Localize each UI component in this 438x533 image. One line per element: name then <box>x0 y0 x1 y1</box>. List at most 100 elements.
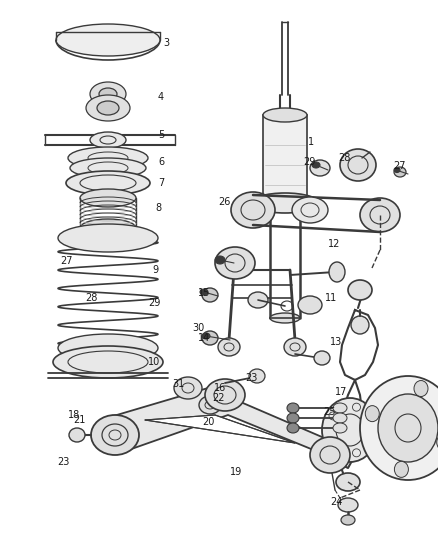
Text: 7: 7 <box>158 178 164 188</box>
Ellipse shape <box>91 415 139 455</box>
Text: 24: 24 <box>330 497 343 507</box>
Ellipse shape <box>251 193 319 213</box>
Text: 6: 6 <box>158 157 164 167</box>
Ellipse shape <box>202 333 210 339</box>
Ellipse shape <box>80 189 136 207</box>
Ellipse shape <box>365 406 379 422</box>
Ellipse shape <box>99 88 117 100</box>
Text: 26: 26 <box>218 197 230 207</box>
Text: 1: 1 <box>308 137 314 147</box>
Ellipse shape <box>90 82 126 106</box>
Ellipse shape <box>249 369 265 383</box>
Ellipse shape <box>70 158 146 178</box>
Ellipse shape <box>215 256 225 264</box>
Text: 27: 27 <box>60 256 73 266</box>
Text: 21: 21 <box>73 415 85 425</box>
Ellipse shape <box>348 280 372 300</box>
Ellipse shape <box>66 171 150 195</box>
Ellipse shape <box>394 462 408 478</box>
Ellipse shape <box>394 167 400 173</box>
Polygon shape <box>110 388 338 460</box>
Ellipse shape <box>312 162 320 168</box>
Ellipse shape <box>336 473 360 491</box>
Ellipse shape <box>287 423 299 433</box>
Ellipse shape <box>80 219 136 237</box>
Ellipse shape <box>329 262 345 282</box>
Ellipse shape <box>199 396 221 414</box>
Ellipse shape <box>86 95 130 121</box>
Text: 5: 5 <box>158 130 164 140</box>
Polygon shape <box>263 115 307 203</box>
Ellipse shape <box>341 515 355 525</box>
Ellipse shape <box>58 224 158 252</box>
Text: 25: 25 <box>323 407 336 417</box>
Ellipse shape <box>333 423 347 433</box>
Ellipse shape <box>378 394 438 462</box>
Ellipse shape <box>287 403 299 413</box>
Ellipse shape <box>263 196 307 210</box>
Ellipse shape <box>284 338 306 356</box>
Text: 31: 31 <box>172 379 184 389</box>
Ellipse shape <box>360 198 400 232</box>
Text: 16: 16 <box>214 383 226 393</box>
Text: 15: 15 <box>198 288 210 298</box>
Text: 10: 10 <box>148 357 160 367</box>
Ellipse shape <box>310 437 350 473</box>
Ellipse shape <box>215 247 255 279</box>
Ellipse shape <box>68 147 148 169</box>
Text: 27: 27 <box>393 161 406 171</box>
Ellipse shape <box>340 149 376 181</box>
Text: 3: 3 <box>163 38 169 48</box>
Ellipse shape <box>322 398 378 462</box>
Ellipse shape <box>69 428 85 442</box>
Ellipse shape <box>248 292 268 308</box>
Ellipse shape <box>394 167 406 177</box>
Ellipse shape <box>333 413 347 423</box>
Ellipse shape <box>231 192 275 228</box>
Ellipse shape <box>202 288 218 302</box>
Text: 23: 23 <box>245 373 258 383</box>
Ellipse shape <box>298 296 322 314</box>
Ellipse shape <box>58 334 158 362</box>
Ellipse shape <box>174 377 202 399</box>
Ellipse shape <box>270 313 300 323</box>
Text: 12: 12 <box>328 239 340 249</box>
Text: 11: 11 <box>325 293 337 303</box>
Text: 14: 14 <box>198 333 210 343</box>
Text: 22: 22 <box>212 393 225 403</box>
Text: 20: 20 <box>202 417 214 427</box>
Text: 23: 23 <box>57 457 69 467</box>
Ellipse shape <box>338 498 358 512</box>
Text: 28: 28 <box>338 153 350 163</box>
Ellipse shape <box>53 346 163 378</box>
Ellipse shape <box>314 351 330 365</box>
Text: 17: 17 <box>335 387 347 397</box>
Ellipse shape <box>200 289 208 295</box>
Text: 4: 4 <box>158 92 164 102</box>
Ellipse shape <box>90 132 126 148</box>
Ellipse shape <box>360 376 438 480</box>
Text: 29: 29 <box>303 157 315 167</box>
Ellipse shape <box>263 108 307 122</box>
Ellipse shape <box>414 381 428 397</box>
Ellipse shape <box>205 379 245 411</box>
Ellipse shape <box>310 160 330 176</box>
Ellipse shape <box>437 434 438 450</box>
Ellipse shape <box>97 101 119 115</box>
Text: 8: 8 <box>155 203 161 213</box>
Text: 19: 19 <box>230 467 242 477</box>
Text: 13: 13 <box>330 337 342 347</box>
Text: 28: 28 <box>85 293 97 303</box>
Text: 29: 29 <box>148 298 160 308</box>
Ellipse shape <box>287 413 299 423</box>
Ellipse shape <box>333 403 347 413</box>
Ellipse shape <box>56 24 160 56</box>
Polygon shape <box>145 415 295 443</box>
Text: 30: 30 <box>192 323 204 333</box>
Ellipse shape <box>218 338 240 356</box>
Ellipse shape <box>292 197 328 223</box>
Ellipse shape <box>351 316 369 334</box>
Text: 9: 9 <box>152 265 158 275</box>
Ellipse shape <box>202 331 218 345</box>
Text: 18: 18 <box>68 410 80 420</box>
